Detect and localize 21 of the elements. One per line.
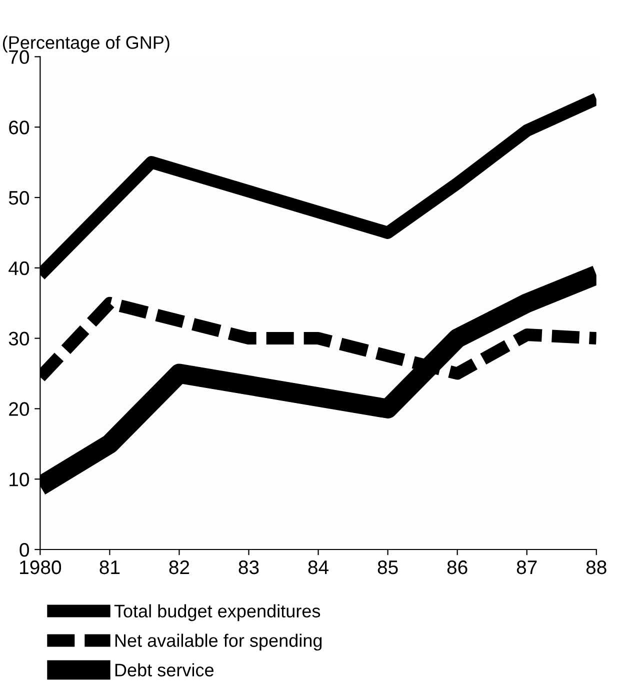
- legend-label: Total budget expenditures: [114, 604, 320, 622]
- x-tick-label: 81: [100, 560, 120, 574]
- y-tick-label: 40: [8, 261, 29, 276]
- x-tick-label: 87: [516, 560, 537, 574]
- y-tick-label: 0: [20, 542, 29, 557]
- y-tick-label: 30: [8, 332, 29, 346]
- x-tick-label: 85: [378, 560, 398, 574]
- y-tick-label: 60: [9, 120, 29, 134]
- legend-label: Net available for spending: [115, 634, 322, 651]
- y-tick-label: 50: [8, 190, 29, 205]
- y-tick-label: 20: [9, 402, 29, 416]
- x-tick-label: 84: [308, 560, 329, 574]
- x-tick-label: 82: [169, 560, 190, 574]
- y-tick-label: 70: [9, 50, 29, 64]
- x-tick-label: 1980: [20, 560, 62, 574]
- x-tick-label: 88: [586, 560, 606, 574]
- x-tick-label: 86: [447, 560, 468, 574]
- y-tick-label: 10: [10, 472, 29, 486]
- legend-label: Debt service: [115, 663, 214, 676]
- y-axis-title: (Percentage of GNP): [2, 36, 170, 52]
- x-tick-label: 83: [238, 560, 259, 574]
